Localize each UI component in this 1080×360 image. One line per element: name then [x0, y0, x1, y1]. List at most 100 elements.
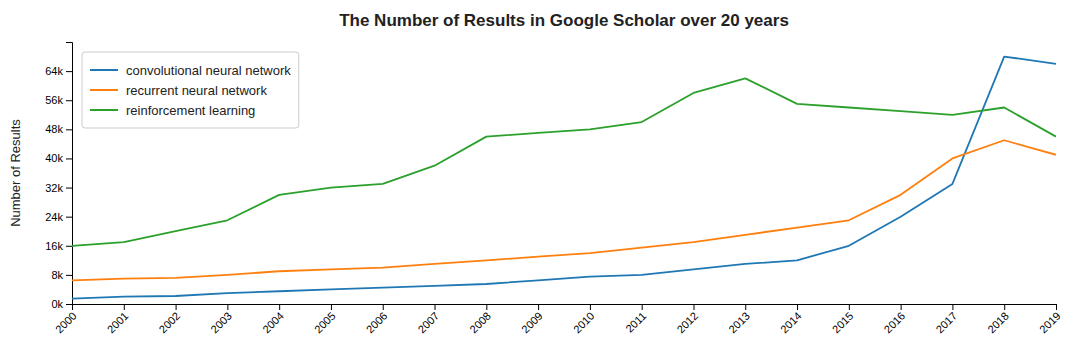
x-tick-mark — [1056, 304, 1057, 310]
legend-swatch — [90, 109, 118, 111]
x-tick-label: 2017 — [933, 310, 959, 336]
y-axis: 0k 8k 16k 24k 32k 40k 48k 56k 64k — [45, 43, 72, 311]
x-tick: 2018 — [985, 304, 1011, 335]
legend-item: reinforcement learning — [90, 103, 255, 118]
x-tick-mark — [590, 304, 591, 310]
y-tick-label: 40k — [45, 152, 63, 164]
x-tick-mark — [176, 304, 177, 310]
x-tick: 2008 — [467, 304, 493, 335]
y-tick-label: 24k — [45, 211, 63, 223]
y-tick-mark — [66, 304, 72, 305]
y-tick: 48k — [45, 123, 72, 135]
y-tick: 40k — [45, 152, 72, 164]
x-tick-label: 2001 — [105, 310, 131, 336]
y-tick-label: 64k — [45, 65, 63, 77]
legend-swatch — [90, 89, 118, 91]
x-tick-label: 2005 — [312, 310, 338, 336]
x-tick: 2004 — [260, 304, 286, 335]
y-tick-label: 48k — [45, 123, 63, 135]
series-line — [72, 140, 1056, 280]
y-tick-mark — [66, 71, 72, 72]
x-tick-label: 2013 — [726, 310, 752, 336]
x-tick-mark — [901, 304, 902, 310]
x-tick-label: 2010 — [571, 310, 597, 336]
x-tick: 2002 — [157, 304, 183, 335]
x-tick-mark — [486, 304, 487, 310]
chart: 0k8k16k24k32k40k48k56k64k200020012002200… — [0, 0, 1080, 360]
legend-item: recurrent neural network — [90, 83, 267, 98]
x-tick-mark — [383, 304, 384, 310]
x-tick: 2009 — [519, 304, 545, 335]
y-tick-mark — [66, 158, 72, 159]
x-tick-mark — [227, 304, 228, 310]
x-tick: 2019 — [1037, 304, 1063, 335]
x-tick-label: 2002 — [157, 310, 183, 336]
x-tick: 2015 — [830, 304, 856, 335]
plot-area: 0k8k16k24k32k40k48k56k64k200020012002200… — [45, 43, 1062, 336]
x-tick: 2006 — [364, 304, 390, 335]
x-tick: 2003 — [208, 304, 234, 335]
x-tick: 2000 — [53, 304, 79, 335]
x-tick-mark — [642, 304, 643, 310]
y-tick-mark — [66, 275, 72, 276]
x-tick-label: 2014 — [778, 310, 804, 336]
x-tick: 2016 — [882, 304, 908, 335]
x-tick-label: 2011 — [623, 310, 648, 335]
x-tick-mark — [124, 304, 125, 310]
x-tick-mark — [952, 304, 953, 310]
x-tick: 2017 — [933, 304, 959, 335]
x-tick: 2005 — [312, 304, 338, 335]
x-tick-label: 2019 — [1037, 310, 1063, 336]
x-axis-line — [73, 305, 1057, 311]
x-tick-label: 2012 — [674, 310, 700, 336]
y-tick-label: 32k — [45, 182, 63, 194]
y-tick-mark — [66, 188, 72, 189]
x-tick: 2012 — [674, 304, 700, 335]
y-tick: 0k — [51, 298, 72, 310]
y-tick-mark — [66, 100, 72, 101]
y-tick: 32k — [45, 182, 72, 194]
x-tick: 2014 — [778, 304, 804, 335]
legend-swatch — [90, 69, 118, 71]
legend-item: convolutional neural network — [90, 63, 291, 78]
x-tick-mark — [1004, 304, 1005, 310]
y-tick-label: 56k — [45, 94, 63, 106]
x-tick-label: 2008 — [467, 310, 493, 336]
x-tick-label: 2006 — [364, 310, 390, 336]
x-tick-mark — [279, 304, 280, 310]
y-tick: 56k — [45, 94, 72, 106]
y-tick-label: 16k — [45, 240, 63, 252]
y-tick-label: 0k — [51, 298, 63, 310]
x-tick-label: 2007 — [415, 310, 441, 336]
legend-label: reinforcement learning — [126, 103, 255, 118]
x-tick: 2007 — [415, 304, 441, 335]
title: The Number of Results in Google Scholar … — [339, 11, 789, 30]
y-axis-title: Number of Results — [8, 119, 23, 227]
y-tick: 8k — [51, 269, 72, 281]
y-tick: 64k — [45, 65, 72, 77]
x-tick-mark — [745, 304, 746, 310]
x-tick-label: 2000 — [53, 310, 79, 336]
y-axis-line — [66, 43, 73, 305]
lines — [72, 57, 1056, 299]
x-tick-mark — [72, 304, 73, 310]
x-tick: 2013 — [726, 304, 752, 335]
y-tick-mark — [66, 246, 72, 247]
x-tick: 2010 — [571, 304, 597, 335]
x-tick-mark — [538, 304, 539, 310]
x-tick: 2001 — [105, 304, 131, 335]
x-axis: 2000 2001 2002 2003 2004 2005 2006 2007 2008 2009… — [53, 304, 1063, 335]
legend: convolutional neural network recurrent ne… — [82, 52, 299, 128]
x-tick-label: 2016 — [882, 310, 908, 336]
legend-box — [82, 52, 299, 128]
x-tick-label: 2003 — [208, 310, 234, 336]
x-tick-mark — [849, 304, 850, 310]
legend-label: recurrent neural network — [126, 83, 267, 98]
x-tick-mark — [331, 304, 332, 310]
y-tick-label: 8k — [51, 269, 63, 281]
x-tick-mark — [435, 304, 436, 310]
x-tick-mark — [693, 304, 694, 310]
series-line — [72, 78, 1056, 245]
x-tick-label: 2004 — [260, 310, 286, 336]
y-tick-mark — [66, 217, 72, 218]
